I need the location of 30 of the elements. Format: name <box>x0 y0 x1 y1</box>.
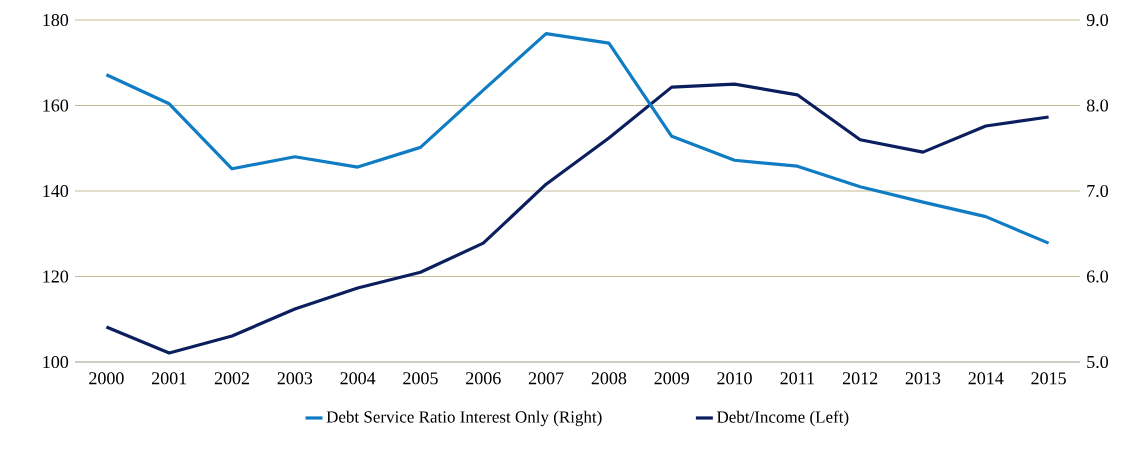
y-tick-label: 100 <box>43 355 69 369</box>
y-tick-label: 120 <box>43 270 69 283</box>
y-tick-label: 160 <box>43 99 69 112</box>
y2-tick-label: 7.0 <box>1087 184 1109 198</box>
legend-label: Debt/Income (Left) <box>716 410 849 427</box>
y2-tick-label: 9.0 <box>1086 13 1109 27</box>
line-series <box>104 82 1051 355</box>
x-tick-label: 2000 <box>89 372 124 385</box>
x-tick-label: 2007 <box>528 372 564 385</box>
x-tick-label: 2003 <box>277 372 313 385</box>
x-tick-label: 2014 <box>968 372 1004 385</box>
x-tick-label: 2006 <box>466 372 501 385</box>
x-tick-label: 2002 <box>214 372 250 385</box>
x-tick-label: 2010 <box>717 372 752 385</box>
x-tick-label: 2008 <box>591 372 627 385</box>
x-tick-label: 2011 <box>780 372 814 385</box>
y2-tick-label: 5.0 <box>1087 355 1109 369</box>
x-tick-label: 2001 <box>152 372 187 385</box>
x-tick-label: 2005 <box>403 372 438 385</box>
line-series <box>104 32 1051 245</box>
y2-tick-label: 6.0 <box>1086 270 1109 283</box>
x-tick-label: 2012 <box>842 372 878 385</box>
x-tick-label: 2013 <box>905 372 941 385</box>
legend-label: Debt Service Ratio Interest Only (Right) <box>326 410 602 427</box>
y2-tick-label: 8.0 <box>1086 99 1109 112</box>
x-tick-label: 2004 <box>340 372 376 385</box>
y-tick-label: 140 <box>43 184 69 198</box>
y-tick-label: 180 <box>43 13 69 27</box>
x-tick-label: 2009 <box>654 372 689 385</box>
x-tick-label: 2015 <box>1031 372 1066 385</box>
